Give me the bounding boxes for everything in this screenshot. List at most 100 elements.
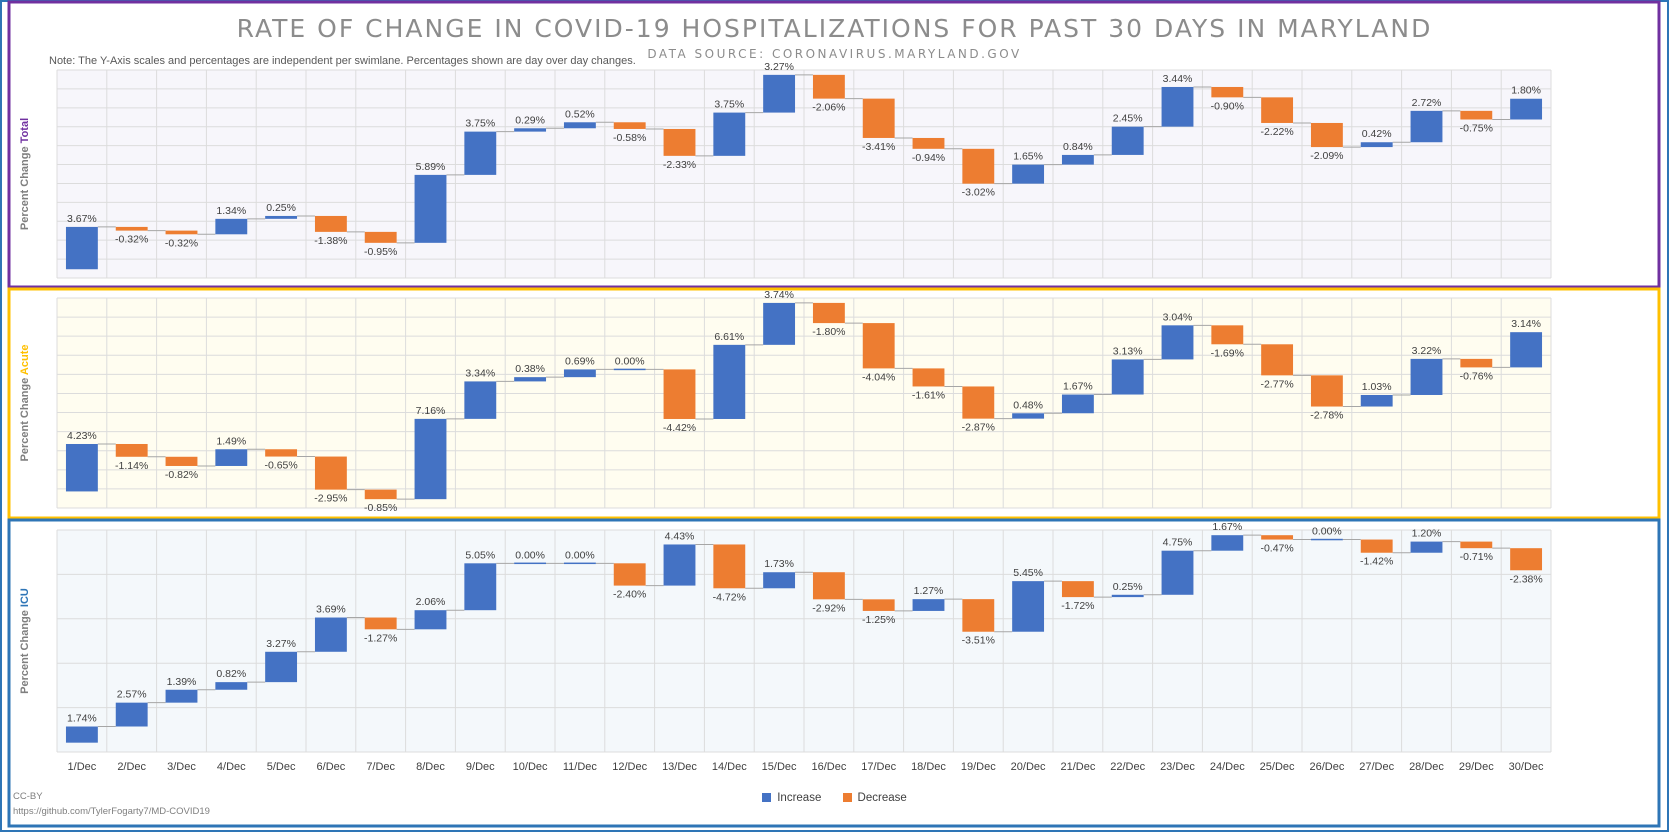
- data-label: 1.74%: [67, 713, 97, 725]
- bar-23/Dec: [1161, 86, 1194, 127]
- data-label: -2.33%: [663, 159, 696, 171]
- bar-3/Dec: [165, 456, 198, 466]
- bar-20/Dec: [1012, 164, 1045, 184]
- data-label: 5.45%: [1013, 567, 1043, 579]
- data-label: 3.27%: [764, 61, 794, 73]
- data-label: 3.27%: [266, 638, 296, 650]
- data-label: -0.90%: [1211, 100, 1244, 112]
- x-tick-label: 14/Dec: [712, 761, 747, 773]
- bar-21/Dec: [1061, 581, 1094, 598]
- data-label: -1.42%: [1360, 556, 1393, 568]
- data-label: 0.69%: [565, 355, 595, 367]
- legend-label-increase: Increase: [777, 792, 822, 804]
- chart-title: RATE OF CHANGE IN COVID-19 HOSPITALIZATI…: [236, 14, 1433, 43]
- bar-30/Dec: [1510, 548, 1543, 571]
- bar-29/Dec: [1460, 110, 1493, 120]
- bar-14/Dec: [713, 544, 746, 589]
- x-tick-label: 7/Dec: [366, 761, 395, 773]
- bar-6/Dec: [314, 456, 347, 490]
- increase-swatch: [762, 793, 772, 802]
- data-label: -1.72%: [1061, 600, 1094, 612]
- x-tick-label: 18/Dec: [911, 761, 946, 773]
- x-tick-label: 19/Dec: [961, 761, 996, 773]
- bar-28/Dec: [1410, 541, 1443, 553]
- bar-23/Dec: [1161, 550, 1194, 595]
- bar-15/Dec: [763, 74, 796, 113]
- bar-18/Dec: [912, 137, 945, 149]
- data-label: 4.75%: [1163, 537, 1193, 549]
- data-label: 0.38%: [515, 363, 545, 375]
- bar-2/Dec: [115, 443, 148, 457]
- bar-12/Dec: [613, 122, 646, 129]
- bar-25/Dec: [1261, 535, 1294, 540]
- bar-25/Dec: [1261, 97, 1294, 123]
- bar-20/Dec: [1012, 413, 1045, 419]
- bar-28/Dec: [1410, 358, 1443, 395]
- bar-12/Dec: [613, 563, 646, 586]
- data-label: 0.29%: [515, 114, 545, 126]
- x-tick-label: 15/Dec: [762, 761, 797, 773]
- data-label: -2.87%: [962, 422, 995, 434]
- bar-20/Dec: [1012, 581, 1045, 632]
- bar-21/Dec: [1061, 394, 1094, 414]
- y-axis-title: Percent Change Acute: [19, 345, 31, 462]
- data-label: -2.78%: [1310, 410, 1343, 422]
- data-label: 1.67%: [1212, 521, 1242, 533]
- bar-7/Dec: [364, 231, 397, 243]
- x-tick-label: 12/Dec: [612, 761, 647, 773]
- bar-16/Dec: [812, 302, 845, 324]
- data-label: 1.73%: [764, 558, 794, 570]
- data-label: -2.92%: [812, 602, 845, 614]
- bar-16/Dec: [812, 572, 845, 600]
- bar-18/Dec: [912, 599, 945, 611]
- bar-7/Dec: [364, 489, 397, 500]
- data-label: -0.75%: [1460, 123, 1493, 135]
- x-tick-label: 30/Dec: [1509, 761, 1544, 773]
- data-label: 1.39%: [167, 676, 197, 688]
- bar-5/Dec: [265, 215, 298, 219]
- data-label: 4.23%: [67, 430, 97, 442]
- swimlane-panels: Percent Change Total 3.67% -0.32% -0.32% 1.3…: [7, 0, 1661, 828]
- data-label: 1.27%: [914, 585, 944, 597]
- bar-5/Dec: [265, 449, 298, 457]
- data-label: -0.95%: [364, 246, 397, 258]
- data-label: 2.06%: [416, 596, 446, 608]
- x-tick-label: 24/Dec: [1210, 761, 1245, 773]
- bar-24/Dec: [1211, 86, 1244, 98]
- bar-26/Dec: [1310, 538, 1343, 541]
- x-tick-label: 9/Dec: [466, 761, 495, 773]
- x-tick-label: 3/Dec: [167, 761, 196, 773]
- bar-8/Dec: [414, 418, 447, 500]
- swimlane-icu: Percent Change ICU 1.74% 2.57% 1.39% 0.82% 3.…: [7, 518, 1661, 828]
- data-label: -0.76%: [1460, 370, 1493, 382]
- x-tick-label: 5/Dec: [267, 761, 296, 773]
- data-label: 5.05%: [465, 549, 495, 561]
- data-label: -2.95%: [314, 493, 347, 505]
- data-label: -4.72%: [713, 591, 746, 603]
- swimlane-border: [7, 287, 1661, 520]
- x-tick-label: 27/Dec: [1359, 761, 1394, 773]
- bar-10/Dec: [514, 128, 547, 132]
- bar-24/Dec: [1211, 325, 1244, 345]
- x-tick-label: 8/Dec: [416, 761, 445, 773]
- data-label: -0.82%: [165, 469, 198, 481]
- data-label: -1.27%: [364, 632, 397, 644]
- x-tick-label: 25/Dec: [1260, 761, 1295, 773]
- data-label: -0.32%: [115, 234, 148, 246]
- bar-9/Dec: [464, 381, 497, 419]
- data-label: -0.32%: [165, 237, 198, 249]
- bar-2/Dec: [115, 226, 148, 231]
- data-label: -3.02%: [962, 187, 995, 199]
- x-tick-label: 11/Dec: [563, 761, 598, 773]
- bar-19/Dec: [962, 148, 995, 184]
- source-url: https://github.com/TylerFogarty7/MD-COVI…: [13, 806, 210, 817]
- bar-22/Dec: [1111, 359, 1144, 395]
- data-label: 0.48%: [1013, 399, 1043, 411]
- data-label: 7.16%: [416, 405, 446, 417]
- bar-25/Dec: [1261, 344, 1294, 376]
- data-label: 6.61%: [714, 331, 744, 343]
- bar-26/Dec: [1310, 122, 1343, 148]
- data-label: -2.09%: [1310, 150, 1343, 162]
- bar-17/Dec: [862, 323, 895, 369]
